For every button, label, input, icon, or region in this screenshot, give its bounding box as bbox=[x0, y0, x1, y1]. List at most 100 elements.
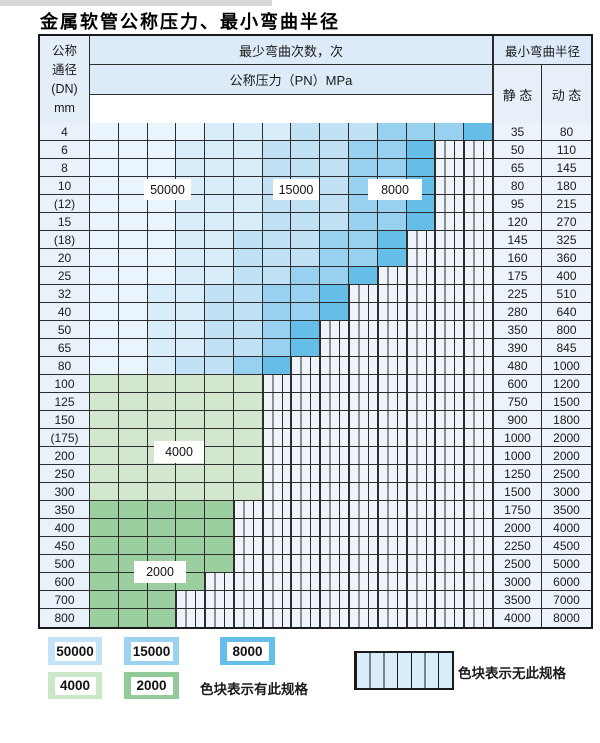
spec-available-cell bbox=[291, 123, 321, 140]
no-spec-cell bbox=[406, 411, 436, 428]
no-spec-cell bbox=[176, 609, 206, 627]
spec-available-cell bbox=[205, 519, 234, 536]
spec-available-cell bbox=[406, 159, 436, 176]
spec-available-cell bbox=[90, 465, 119, 482]
spec-available-cell bbox=[90, 501, 119, 518]
pressure-cells bbox=[90, 483, 492, 500]
no-spec-cell bbox=[291, 465, 321, 482]
dynamic-radius-value: 325 bbox=[541, 231, 591, 248]
static-radius-value: 4000 bbox=[492, 609, 541, 627]
spec-available-cell bbox=[233, 411, 263, 428]
spec-available-cell bbox=[118, 591, 148, 608]
spec-available-cell bbox=[320, 177, 350, 194]
spec-available-cell bbox=[262, 357, 292, 374]
spec-available-cell bbox=[435, 123, 465, 140]
spec-available-cell bbox=[147, 357, 177, 374]
spec-available-cell bbox=[118, 537, 148, 554]
spec-available-cell bbox=[291, 285, 321, 302]
table-row: 15 120 270 bbox=[40, 213, 591, 231]
legend-has-spec-text: 色块表示有此规格 bbox=[200, 682, 308, 697]
no-spec-cell bbox=[262, 483, 292, 500]
no-spec-cell bbox=[205, 573, 234, 590]
static-radius-value: 120 bbox=[492, 213, 541, 230]
spec-available-cell bbox=[90, 573, 119, 590]
spec-available-cell bbox=[90, 159, 119, 176]
dynamic-radius-value: 640 bbox=[541, 303, 591, 320]
spec-available-cell bbox=[90, 555, 119, 572]
spec-available-cell bbox=[176, 321, 206, 338]
spec-available-cell bbox=[118, 195, 148, 212]
dn-value: (12) bbox=[40, 195, 90, 212]
no-spec-cell bbox=[377, 501, 407, 518]
no-spec-cell bbox=[406, 339, 436, 356]
no-spec-cell bbox=[435, 555, 465, 572]
no-spec-cell bbox=[435, 465, 465, 482]
spec-available-cell bbox=[147, 609, 177, 627]
dynamic-radius-value: 2000 bbox=[541, 447, 591, 464]
no-spec-cell bbox=[464, 591, 492, 608]
spec-available-cell bbox=[147, 537, 177, 554]
no-spec-cell bbox=[291, 429, 321, 446]
no-spec-cell bbox=[377, 411, 407, 428]
dynamic-radius-value: 1200 bbox=[541, 375, 591, 392]
spec-available-cell bbox=[262, 267, 292, 284]
dn-label-line1: 公称 bbox=[51, 43, 77, 58]
no-spec-cell bbox=[406, 519, 436, 536]
no-spec-cell bbox=[435, 375, 465, 392]
spec-available-cell bbox=[90, 321, 119, 338]
dn-value: 700 bbox=[40, 591, 90, 608]
no-spec-cell bbox=[349, 285, 378, 302]
table-row: 350 1750 3500 bbox=[40, 501, 591, 519]
no-spec-cell bbox=[377, 339, 407, 356]
spec-available-cell bbox=[118, 321, 148, 338]
spec-available-cell bbox=[349, 267, 378, 284]
dynamic-radius-value: 215 bbox=[541, 195, 591, 212]
spec-available-cell bbox=[90, 195, 119, 212]
no-spec-cell bbox=[464, 339, 492, 356]
no-spec-cell bbox=[233, 609, 263, 627]
spec-available-cell bbox=[90, 141, 119, 158]
spec-available-cell bbox=[262, 249, 292, 266]
dn-value: 65 bbox=[40, 339, 90, 356]
table-rows: 4 35 80 6 50 110 8 65 145 10 80 180 (12) 95 215 15 120 27… bbox=[40, 123, 591, 627]
spec-available-cell bbox=[176, 465, 206, 482]
no-spec-cell bbox=[262, 447, 292, 464]
no-spec-cell bbox=[349, 447, 378, 464]
spec-available-cell bbox=[90, 429, 119, 446]
pressure-cells bbox=[90, 357, 492, 374]
spec-available-cell bbox=[233, 249, 263, 266]
no-spec-cell bbox=[320, 429, 350, 446]
no-spec-cell bbox=[377, 357, 407, 374]
spec-available-cell bbox=[233, 339, 263, 356]
no-spec-cell bbox=[262, 573, 292, 590]
spec-available-cell bbox=[233, 483, 263, 500]
no-spec-cell bbox=[262, 465, 292, 482]
no-spec-cell bbox=[262, 429, 292, 446]
table-row: 500 2500 5000 bbox=[40, 555, 591, 573]
no-spec-cell bbox=[233, 573, 263, 590]
dn-value: 250 bbox=[40, 465, 90, 482]
pressure-cells bbox=[90, 465, 492, 482]
no-spec-cell bbox=[464, 231, 492, 248]
spec-available-cell bbox=[147, 249, 177, 266]
spec-available-cell bbox=[205, 537, 234, 554]
pressure-cells bbox=[90, 123, 492, 140]
static-radius-value: 3500 bbox=[492, 591, 541, 608]
no-spec-cell bbox=[464, 321, 492, 338]
no-spec-cell bbox=[262, 537, 292, 554]
no-spec-cell bbox=[377, 555, 407, 572]
no-spec-cell bbox=[406, 231, 436, 248]
dn-value: 50 bbox=[40, 321, 90, 338]
no-spec-cell bbox=[377, 465, 407, 482]
pressure-cells bbox=[90, 339, 492, 356]
spec-available-cell bbox=[205, 483, 234, 500]
spec-available-cell bbox=[320, 249, 350, 266]
spec-available-cell bbox=[118, 465, 148, 482]
cycle-count-tag: 15000 bbox=[273, 179, 319, 200]
spec-available-cell bbox=[176, 249, 206, 266]
dynamic-radius-value: 6000 bbox=[541, 573, 591, 590]
spec-available-cell bbox=[349, 123, 378, 140]
no-spec-cell bbox=[406, 267, 436, 284]
no-spec-cell bbox=[291, 483, 321, 500]
static-radius-value: 145 bbox=[492, 231, 541, 248]
